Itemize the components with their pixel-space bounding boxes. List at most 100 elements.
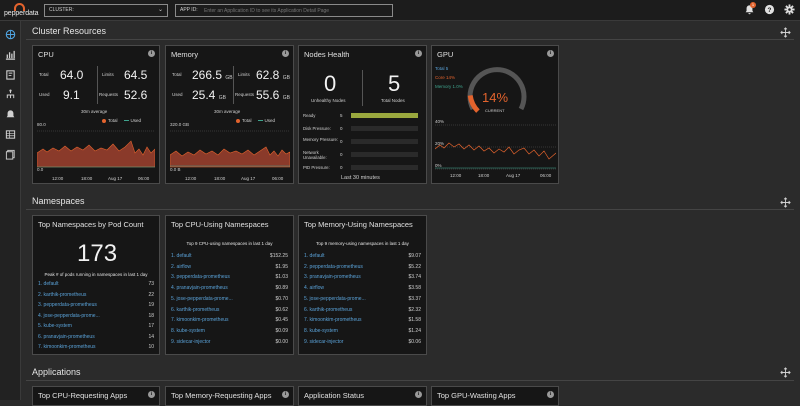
panel-title: Top CPU-Using Namespaces: [171, 220, 269, 229]
pod-count: 173: [77, 240, 118, 267]
list-item-value: 14: [148, 333, 154, 340]
hierarchy-icon[interactable]: [5, 89, 16, 100]
memory-area-chart: [170, 130, 290, 168]
ready-bar-fill: [351, 113, 418, 118]
list-item-link[interactable]: 3. pranavjain-prometheus: [304, 274, 361, 281]
requests-label: Requests: [99, 92, 119, 97]
app-id-input[interactable]: [204, 6, 390, 15]
list-item-value: $0.45: [275, 317, 288, 324]
cluster-select[interactable]: CLUSTER: ⌄: [44, 4, 168, 17]
list-item-link[interactable]: 3. pepperdata-prometheus: [38, 302, 97, 308]
cpu-area-chart: [37, 130, 155, 168]
list-item-value: $3.74: [408, 274, 421, 281]
bar-chart-icon[interactable]: [5, 49, 16, 60]
list-item-value: $152.25: [269, 253, 288, 259]
help-icon[interactable]: ?: [764, 4, 775, 15]
list-item-link[interactable]: 2. pepperdata-prometheus: [304, 263, 363, 270]
clipboard-icon[interactable]: [5, 69, 16, 80]
documents-icon[interactable]: [5, 149, 16, 160]
gear-icon[interactable]: [784, 4, 795, 15]
pid-pressure-bar: [351, 165, 418, 170]
notification-badge: 1: [750, 2, 756, 8]
list-item-link[interactable]: 6. karthik-prometheus: [171, 306, 220, 313]
pid-pressure-value: 0: [340, 165, 343, 170]
svg-text:?: ?: [768, 7, 772, 14]
info-icon[interactable]: i: [547, 391, 554, 398]
sidebar: [0, 21, 21, 400]
unit: GB: [225, 75, 233, 81]
panel-title: Top Memory-Requesting Apps: [171, 391, 272, 400]
move-icon[interactable]: [780, 367, 791, 378]
move-icon[interactable]: [780, 197, 791, 208]
x-tick: 12:00: [52, 176, 64, 181]
list-item-link[interactable]: 7. kimoonkim-prometheus: [304, 317, 362, 324]
top-gpu-wasting-apps-panel: Top GPU-Wasting Apps i: [431, 386, 559, 406]
list-item-link[interactable]: 6. pranavjain-prometheus: [38, 333, 95, 340]
info-icon[interactable]: i: [415, 50, 422, 57]
limits-label: Limits: [102, 72, 114, 77]
divider: [26, 380, 794, 381]
unit: GB: [218, 95, 226, 101]
info-icon[interactable]: i: [282, 391, 289, 398]
logo-mark: [14, 3, 25, 11]
ready-label: Ready: [303, 113, 316, 118]
info-icon[interactable]: i: [148, 391, 155, 398]
legend-used: Used: [264, 118, 276, 123]
gauge-label: CURRENT: [485, 108, 505, 113]
divider: [233, 66, 234, 104]
list-item-link[interactable]: 9. sidecar-injector: [304, 338, 344, 345]
y-tick: 20%: [435, 141, 445, 146]
panel-title: Top GPU-Wasting Apps: [437, 391, 516, 400]
move-icon[interactable]: [780, 27, 791, 38]
list-item-link[interactable]: 8. kube-system: [304, 327, 338, 334]
list-item-link[interactable]: 1. default: [38, 281, 59, 287]
list-item-link[interactable]: 8. kube-system: [171, 327, 205, 334]
info-icon[interactable]: i: [415, 391, 422, 398]
limits-number: 62.8: [256, 68, 280, 82]
bell-icon[interactable]: [5, 109, 16, 120]
panel-title: CPU: [38, 50, 54, 59]
list-item-value: $2.32: [408, 306, 421, 313]
list-item-link[interactable]: 9. sidecar-injector: [171, 338, 211, 345]
x-tick: 06:00: [540, 173, 552, 178]
list-item-link[interactable]: 7. kimoonkim-prometheus: [171, 317, 229, 324]
list-item-link[interactable]: 5. jose-pepperdata-prome...: [304, 295, 366, 302]
divider: [26, 209, 794, 210]
list-item-link[interactable]: 2. karthik-prometheus: [38, 291, 87, 298]
list-item-link[interactable]: 1. default: [304, 253, 325, 259]
list-item-value: 17: [148, 323, 154, 329]
list-item-link[interactable]: 4. pranavjain-prometheus: [171, 285, 228, 292]
list-item-link[interactable]: 4. airflow: [304, 285, 325, 292]
list-item-link[interactable]: 4. jose-pepperdata-prome...: [38, 312, 100, 319]
x-tick: Aug 17: [108, 176, 123, 181]
list-item-link[interactable]: 7. kimoonkim-prometheus: [38, 344, 96, 350]
pepperdata-logo[interactable]: pepperdata: [4, 3, 42, 19]
top-bar: pepperdata CLUSTER: ⌄ APP ID: 1 ?: [0, 0, 800, 21]
info-icon[interactable]: i: [547, 50, 554, 57]
list-item-link[interactable]: 2. airflow: [171, 263, 192, 270]
list-item-value: $0.62: [275, 306, 288, 313]
total-value: 266.5 GB: [192, 68, 233, 82]
list-item-link[interactable]: 5. kube-system: [38, 323, 72, 329]
info-icon[interactable]: i: [148, 50, 155, 57]
list-item-value: $0.70: [275, 295, 288, 302]
panel-title: Top Namespaces by Pod Count: [38, 220, 144, 229]
cluster-icon[interactable]: [5, 29, 16, 40]
list-item-link[interactable]: 1. default: [171, 253, 192, 259]
list-item-link[interactable]: 5. jose-pepperdata-prome...: [171, 295, 233, 302]
list-item-link[interactable]: 3. pepperdata-prometheus: [171, 274, 230, 281]
used-value: 25.4 GB: [192, 88, 226, 102]
y-tick: 40%: [435, 119, 445, 124]
requests-label: Requests: [235, 92, 255, 97]
x-tick: 12:00: [185, 176, 197, 181]
app-id-label: APP ID:: [180, 7, 198, 13]
divider: [26, 39, 794, 40]
pid-pressure-label: PID Pressure:: [303, 165, 330, 170]
gauge-value: 14%: [482, 90, 509, 105]
list-item-link[interactable]: 6. karthik-prometheus: [304, 306, 353, 313]
limits-value: 62.8 GB: [256, 68, 290, 82]
info-icon[interactable]: i: [282, 50, 289, 57]
panel-subtitle: Peak # of pods running in namespaces in …: [44, 272, 148, 277]
table-icon[interactable]: [5, 129, 16, 140]
x-tick: 18:00: [214, 176, 226, 181]
